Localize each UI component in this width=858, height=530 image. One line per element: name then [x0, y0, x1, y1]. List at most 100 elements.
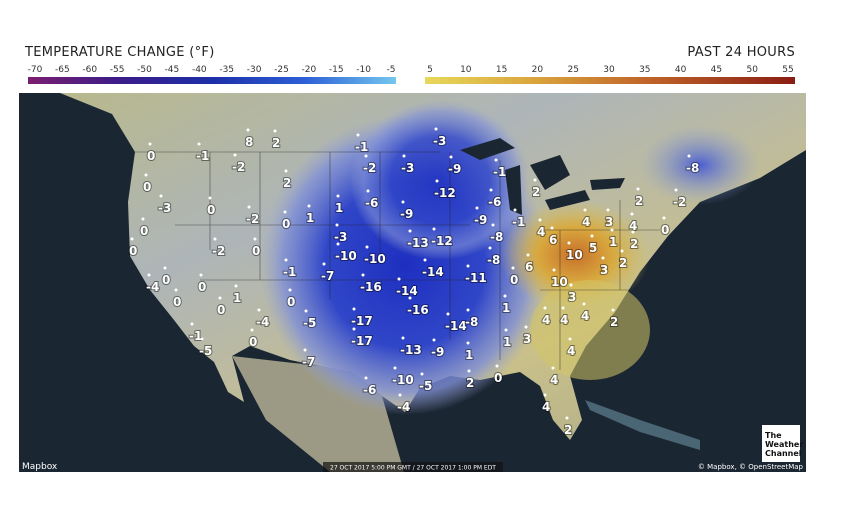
station-dot [200, 337, 204, 341]
station-value: -1 [493, 165, 506, 179]
station-dot [543, 306, 547, 310]
station-dot [247, 205, 251, 209]
station-dot [494, 158, 498, 162]
station-dot [199, 273, 203, 277]
station-dot [307, 204, 311, 208]
station-dot [364, 154, 368, 158]
station-dot [213, 237, 217, 241]
station-value: 2 [630, 237, 638, 251]
station-value: 6 [549, 233, 557, 247]
station-value: -17 [351, 314, 373, 328]
station-dot [526, 253, 530, 257]
station-dot [163, 266, 167, 270]
logo [762, 425, 800, 462]
station-dot [284, 258, 288, 262]
station-value: 0 [249, 335, 257, 349]
station-dot [208, 196, 212, 200]
station-value: 4 [542, 400, 550, 414]
station-dot [504, 328, 508, 332]
station-value: 6 [525, 260, 533, 274]
station-value: -9 [431, 345, 444, 359]
station-value: -5 [303, 316, 316, 330]
station-dot [432, 338, 436, 342]
station-dot [148, 142, 152, 146]
timestamp-bg [323, 462, 503, 472]
station-value: -1 [196, 149, 209, 163]
station-dot [488, 246, 492, 250]
station-dot [398, 393, 402, 397]
station-value: -6 [365, 196, 378, 210]
station-value: 0 [287, 295, 295, 309]
station-value: 4 [560, 313, 568, 327]
logo-line: The [765, 431, 782, 440]
station-value: 2 [610, 315, 618, 329]
station-dot [466, 264, 470, 268]
station-dot [550, 226, 554, 230]
station-value: 4 [550, 373, 558, 387]
timestamp: 27 OCT 2017 5:00 PM GMT / 27 OCT 2017 1:… [330, 465, 496, 472]
scale-tick-label: 20 [532, 65, 544, 75]
station-dot [636, 187, 640, 191]
station-value: 0 [198, 280, 206, 294]
station-dot [503, 294, 507, 298]
station-value: 2 [466, 376, 474, 390]
station-dot [610, 228, 614, 232]
station-dot [284, 169, 288, 173]
station-value: 4 [542, 313, 550, 327]
station-value: -10 [364, 252, 386, 266]
station-dot [336, 242, 340, 246]
station-dot [393, 366, 397, 370]
station-value: 0 [207, 203, 215, 217]
scale-tick-label: -55 [110, 65, 125, 75]
station-value: 1 [306, 211, 314, 225]
station-value: -1 [189, 329, 202, 343]
station-value: -14 [422, 265, 444, 279]
scale-tick-label: 55 [782, 65, 793, 75]
station-dot [218, 296, 222, 300]
scale-ticks: -70 -65 -60 -55 -50 -45 -40 -35 -30 -25 -20 -15 -10-… [28, 65, 794, 75]
station-dot [144, 173, 148, 177]
cold-area [350, 100, 530, 260]
station-dot [246, 128, 250, 132]
station-value: 1 [609, 235, 617, 249]
warm-scale-bar [425, 77, 795, 84]
station-dot [495, 364, 499, 368]
station-value: -8 [487, 253, 500, 267]
station-dot [190, 322, 194, 326]
station-value: -11 [465, 271, 487, 285]
station-dot [147, 273, 151, 277]
station-value: -4 [146, 280, 159, 294]
station-dot [489, 188, 493, 192]
station-dot [491, 223, 495, 227]
station-value: 10 [566, 248, 583, 262]
station-value: 3 [605, 215, 613, 229]
station-value: 0 [494, 371, 502, 385]
scale-tick-label: 30 [603, 65, 615, 75]
station-value: -1 [355, 140, 368, 154]
station-dot [435, 179, 439, 183]
cold-scale-bar [28, 77, 396, 84]
scale-tick-label: 35 [639, 65, 650, 75]
scale-tick-label: 25 [567, 65, 578, 75]
station-value: -3 [158, 201, 171, 215]
station-dot [552, 268, 556, 272]
station-value: 4 [581, 309, 589, 323]
scale-tick-label: -40 [192, 65, 207, 75]
scale-tick-label: 10 [460, 65, 472, 75]
station-dot [565, 416, 569, 420]
map-credit-right: © Mapbox, © OpenStreetMap [698, 463, 804, 471]
station-value: 2 [619, 256, 627, 270]
scale-tick-label: -10 [356, 65, 371, 75]
warm-area [500, 200, 650, 310]
station-dot [283, 210, 287, 214]
logo-line: Weather [765, 440, 803, 449]
great-lakes [460, 138, 625, 215]
station-dot [420, 372, 424, 376]
station-value: -12 [431, 234, 453, 248]
station-dot [662, 216, 666, 220]
station-dot [606, 208, 610, 212]
scale-tick-label: -65 [55, 65, 70, 75]
station-value: -9 [474, 213, 487, 227]
scale-tick-label: 5 [427, 65, 433, 75]
